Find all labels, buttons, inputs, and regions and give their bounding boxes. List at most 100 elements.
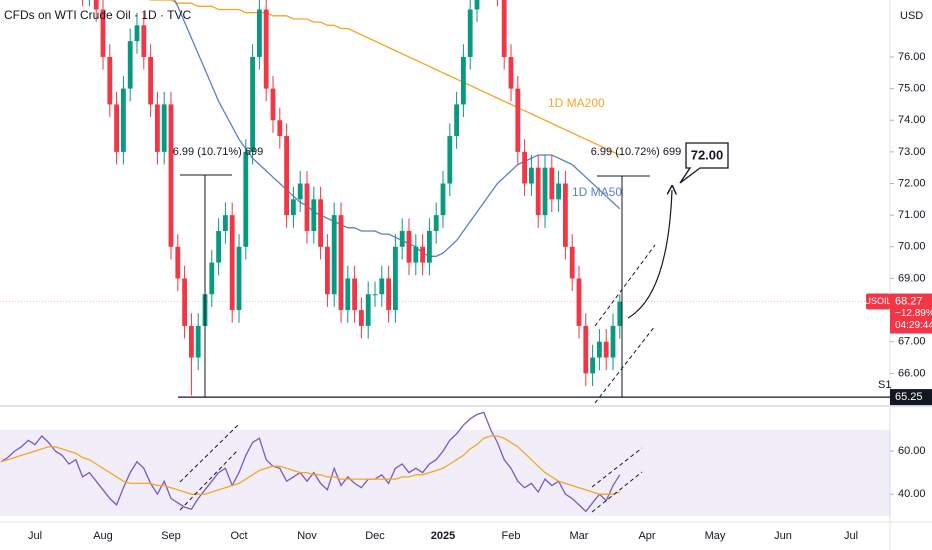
- price-tag: [890, 293, 932, 334]
- line: [0, 411, 621, 513]
- candle-body: [529, 167, 534, 184]
- candle-body: [297, 183, 303, 200]
- candle-body: [427, 230, 432, 263]
- candle-body: [243, 151, 249, 247]
- candle-body: [236, 246, 242, 311]
- measure-label: 6.99 (10.72%) 699: [591, 146, 682, 158]
- candle-body: [522, 151, 527, 184]
- candle-body: [501, 0, 507, 57]
- y-tick-label: 71.00: [898, 209, 926, 221]
- candle-body: [216, 230, 221, 263]
- candle-body: [284, 136, 289, 216]
- candle-body: [331, 215, 337, 295]
- x-tick-label: Jun: [774, 530, 792, 542]
- candle-body: [223, 215, 228, 231]
- candle-body: [597, 341, 602, 358]
- candle-body: [393, 246, 398, 311]
- candle-body: [603, 341, 609, 358]
- candle-body: [155, 104, 160, 152]
- rsi-tick-label: 60.00: [898, 445, 926, 457]
- candle-body: [372, 294, 378, 296]
- x-tick-label: Sep: [161, 530, 181, 542]
- channel-line: [594, 244, 656, 327]
- y-tick-label: 66.00: [898, 367, 926, 379]
- channel-line: [591, 447, 643, 488]
- y-tick-label: 75.00: [898, 83, 926, 95]
- candle-body: [338, 215, 344, 311]
- candle-body: [413, 246, 419, 263]
- line-label: 1D MA200: [548, 96, 605, 110]
- candle-body: [195, 325, 201, 358]
- symbol-tag-label: USOIL: [864, 296, 891, 306]
- channel-line: [591, 471, 643, 513]
- candle-body: [399, 230, 405, 247]
- candle-body: [406, 230, 412, 263]
- candle-body: [291, 199, 296, 216]
- candle-body: [461, 56, 466, 105]
- symbol-tag: [866, 293, 890, 310]
- candle-body: [121, 88, 126, 152]
- chart-title: CFDs on WTI Crude Oil · 1D · TVC: [4, 8, 191, 22]
- x-tick-label: May: [705, 530, 726, 542]
- candle-body: [127, 41, 133, 89]
- y-tick-label: 76.00: [898, 51, 926, 63]
- countdown-label: 04:29:44: [895, 320, 932, 331]
- candle-body: [556, 183, 561, 200]
- x-tick-label: Dec: [365, 530, 385, 542]
- measure-label: 6.99 (10.71%) 699: [173, 146, 264, 158]
- y-tick-label: 72.00: [898, 177, 926, 189]
- candle-body: [189, 325, 194, 358]
- y-tick-label: 74.00: [898, 114, 926, 126]
- candle-body: [379, 278, 385, 295]
- candle-body: [229, 215, 235, 311]
- candle-body: [610, 325, 616, 358]
- candle-body: [257, 9, 262, 57]
- candle-body: [433, 215, 439, 231]
- candle-body: [107, 56, 113, 105]
- x-tick-label: Jul: [28, 530, 42, 542]
- candle-body: [134, 25, 140, 42]
- candle-body: [542, 167, 548, 216]
- candle-body: [474, 0, 480, 10]
- candle-body: [576, 278, 582, 326]
- candle-body: [114, 104, 119, 152]
- candle-body: [508, 56, 514, 89]
- candle-body: [454, 104, 459, 137]
- candle-body: [549, 167, 555, 200]
- drawings: 72.00 6.99 (10.71%) 699 6.99 (10.72%) 69…: [173, 142, 729, 513]
- candle-body: [583, 325, 589, 374]
- price-change-label: −12.89%: [895, 308, 932, 319]
- rsi-band: [0, 430, 890, 516]
- support-label: S1: [878, 379, 891, 391]
- y-tick-label: 70.00: [898, 241, 926, 253]
- candle-body: [617, 301, 623, 326]
- candle-body: [93, 0, 99, 10]
- channel-line: [594, 325, 656, 404]
- candle-body: [263, 9, 269, 89]
- candle-body: [447, 136, 453, 184]
- candle-body: [352, 278, 357, 311]
- line-label: 1D MA50: [572, 185, 622, 199]
- candle-body: [569, 246, 575, 279]
- x-tick-label: Mar: [570, 530, 589, 542]
- candle-body: [440, 183, 446, 216]
- candle-body: [182, 278, 187, 326]
- candle-body: [277, 120, 283, 137]
- candle-body: [311, 199, 317, 231]
- y-tick-label: 67.00: [898, 336, 926, 348]
- x-tick-label: Oct: [230, 530, 247, 542]
- candle-body: [535, 167, 541, 216]
- candle-body: [148, 56, 153, 105]
- target-callout: [679, 142, 729, 184]
- x-tick-label: Apr: [638, 530, 655, 542]
- candle-body: [386, 278, 391, 311]
- candle-body: [365, 294, 371, 326]
- candle-body: [359, 310, 364, 326]
- currency-label: USD: [900, 10, 923, 22]
- x-tick-label: Aug: [93, 530, 113, 542]
- line: [0, 435, 621, 495]
- support-tag: [890, 389, 932, 406]
- candle-body: [168, 104, 174, 247]
